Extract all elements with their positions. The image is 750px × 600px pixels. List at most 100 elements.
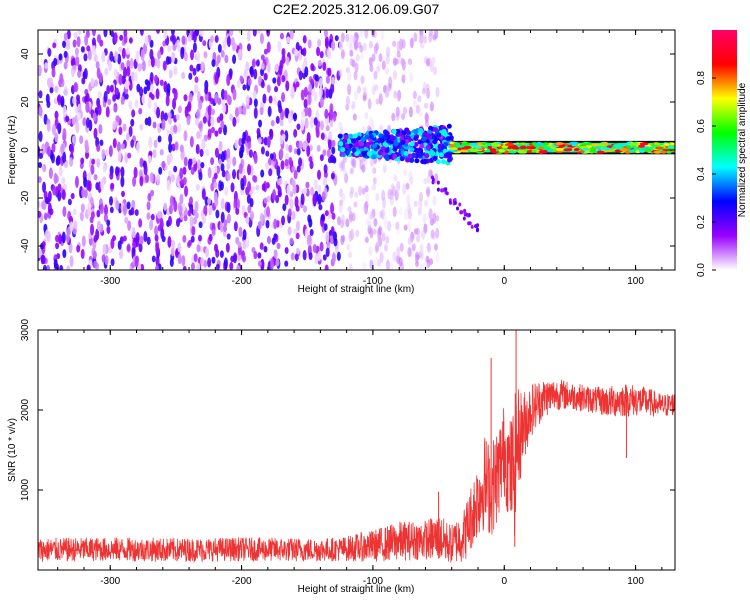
spectrogram-cell — [226, 73, 231, 86]
spectrogram-cell — [391, 128, 397, 134]
spectrogram-cell — [334, 35, 339, 42]
spectrogram-cell — [92, 112, 97, 121]
spectrogram-cell — [81, 77, 86, 85]
spectrogram-cell — [144, 79, 149, 86]
spectrogram-cell — [46, 265, 51, 270]
spectrogram-cell — [424, 153, 430, 159]
snr-x-tick-label: -300 — [100, 576, 120, 587]
spectrogram-cell — [177, 105, 182, 114]
spectrogram-cell — [273, 96, 278, 106]
spectrogram-cell — [96, 144, 101, 152]
spectrogram-cell — [87, 172, 92, 181]
spectrogram-cell — [284, 159, 289, 167]
spectrogram-cell — [392, 153, 398, 159]
snr-y-tick-label: 1000 — [20, 478, 31, 501]
spectrogram-cell — [432, 195, 437, 206]
spectrogram-cell — [219, 250, 224, 258]
spectrogram-cell — [643, 146, 650, 150]
spectrogram-cell — [421, 88, 426, 95]
spectrogram-cell — [227, 158, 232, 167]
spectrogram-cell — [596, 150, 605, 154]
spectrogram-cell — [48, 167, 53, 179]
spectrogram-cell — [104, 149, 109, 156]
spectrogram-cell — [122, 204, 127, 216]
spectrogram-cell — [428, 32, 433, 43]
spectrogram-cell — [317, 251, 322, 262]
spectrogram-cell — [434, 173, 439, 184]
spectrogram-cell — [327, 48, 332, 59]
spectrogram-cell — [243, 68, 248, 79]
spectrogram-cell — [183, 156, 188, 167]
spectrogram-cell — [77, 70, 82, 78]
spectrogram-cell — [62, 249, 67, 259]
spectrogram-cell — [147, 155, 152, 165]
spectrogram-cell — [187, 239, 192, 247]
spectrogram-cell — [149, 219, 154, 231]
spectrogram-cell — [168, 116, 173, 125]
spectrogram-cell — [286, 184, 291, 196]
spectrogram-cell — [120, 95, 125, 105]
spectrogram-y-tick-label: 40 — [20, 48, 31, 60]
spectrogram-y-tick-label: -40 — [20, 238, 31, 253]
spectrogram-cell — [207, 167, 212, 179]
spectrogram-cell — [122, 235, 127, 242]
spectrogram-cell — [91, 30, 96, 37]
spectrogram-cell — [253, 153, 258, 165]
spectrogram-cell — [260, 169, 265, 178]
spectrogram-cell — [110, 238, 115, 250]
spectrogram-cell — [409, 141, 415, 147]
spectrogram-cell — [433, 66, 438, 76]
spectrogram-cell — [418, 127, 424, 133]
spectrogram-cell — [340, 32, 345, 43]
spectrogram-cell — [44, 196, 49, 204]
spectrogram-cell — [101, 51, 106, 63]
spectrogram-cell — [138, 107, 143, 115]
spectrogram-cell — [211, 256, 216, 264]
spectrogram-cell — [252, 30, 257, 37]
spectrogram-cell — [331, 139, 336, 148]
spectrogram-cell — [38, 130, 43, 142]
spectrogram-cell — [531, 149, 537, 153]
spectrogram-cell — [413, 129, 419, 135]
spectrogram-cell — [236, 264, 241, 270]
spectrogram-cell — [171, 239, 176, 250]
spectrogram-cell — [150, 189, 155, 197]
spectrogram-cell — [147, 59, 152, 67]
spectrogram-cell — [278, 104, 283, 114]
spectrogram-cell — [341, 160, 346, 172]
spectrogram-cell — [418, 197, 423, 210]
spectrogram-cell — [329, 108, 334, 121]
spectrogram-cell — [214, 195, 219, 208]
spectrogram-cell — [424, 199, 429, 207]
spectrogram-cell — [242, 254, 247, 263]
spectrogram-cell — [149, 39, 154, 48]
spectrogram-cell — [247, 204, 252, 214]
spectrogram-cell — [199, 148, 204, 157]
spectrogram-cell — [407, 58, 412, 66]
spectrogram-cell — [170, 174, 175, 183]
spectrogram-cell — [165, 94, 170, 107]
spectrogram-cell — [354, 151, 360, 157]
spectrogram-cell — [208, 233, 213, 242]
spectrogram-cell — [310, 186, 315, 196]
spectrogram-cell — [437, 144, 443, 150]
spectrogram-cell — [168, 133, 173, 144]
spectrogram-cell — [52, 123, 57, 136]
spectrogram-cell — [655, 146, 664, 150]
spectrogram-cell — [275, 116, 280, 124]
spectrogram-cell — [232, 88, 237, 101]
spectrogram-cell — [110, 258, 115, 266]
spectrogram-cell — [188, 158, 193, 165]
spectrogram-cell — [419, 243, 424, 254]
spectrogram-cell — [146, 212, 151, 220]
spectrogram-cell — [435, 227, 440, 239]
spectrogram-cell — [317, 169, 322, 180]
spectrogram-cell — [400, 139, 406, 145]
spectrogram-cell — [242, 84, 247, 91]
spectrogram-cell — [42, 181, 47, 193]
spectrogram-cell — [224, 54, 229, 64]
spectrogram-cell — [246, 194, 251, 204]
spectrogram-cell — [446, 153, 452, 159]
spectrogram-cell — [555, 142, 564, 146]
spectrogram-cell — [431, 56, 436, 65]
